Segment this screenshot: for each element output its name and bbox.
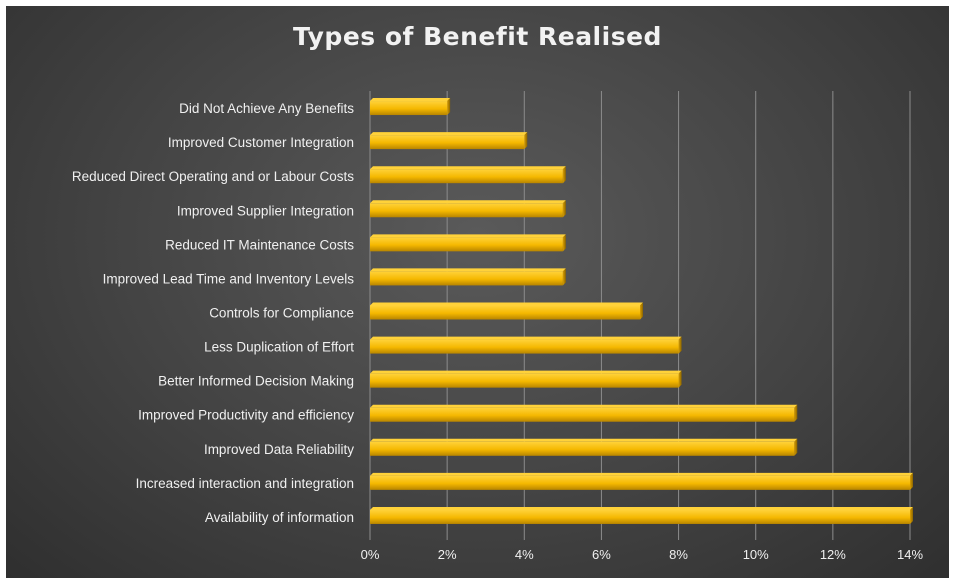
bar-end-face [678,336,682,354]
bar-end-face [562,234,566,252]
bar-front-face [370,373,679,388]
category-label: Availability of information [205,510,354,525]
bar-front-face [370,339,679,354]
bar-top-face [370,98,451,102]
bar-end-face [678,370,682,388]
bar-end-face [794,404,798,422]
bar-end-face [640,302,643,320]
bar-front-face [370,441,795,456]
bar-top-face [370,404,798,408]
category-label: Increased interaction and integration [136,476,354,491]
category-label: Improved Productivity and efficiency [138,408,354,423]
bar-front-face [370,169,563,184]
bar-top-face [370,472,913,476]
bar-end-face [562,200,566,218]
bar-top-face [370,132,528,136]
bar-top-face [370,438,798,442]
x-tick-label: 6% [592,547,611,562]
bar [370,370,682,388]
bar-top-face [370,370,682,374]
bar [370,336,682,354]
bar-chart: Did Not Achieve Any Benefits Improved Cus… [72,91,924,562]
x-tick-label: 4% [515,547,534,562]
bar [370,268,566,286]
category-label: Controls for Compliance [209,306,354,321]
category-label: Improved Customer Integration [168,135,354,150]
bar-end-face [562,268,566,286]
bar-front-face [370,203,563,218]
x-tick-label: 0% [361,547,380,562]
chart-area: Types of Benefit Realised Did Not Achiev… [6,6,949,578]
bar-top-face [370,268,566,272]
category-label: Reduced Direct Operating and or Labour C… [72,169,354,184]
category-labels: Did Not Achieve Any Benefits Improved Cus… [72,101,354,525]
bar-front-face [370,271,563,286]
bar-top-face [370,166,566,170]
bar-front-face [370,475,910,490]
bar-top-face [370,302,643,306]
bar-end-face [910,506,913,524]
category-label: Improved Supplier Integration [177,203,354,218]
bar-front-face [370,101,448,116]
bar-front-face [370,509,910,524]
bar [370,404,798,422]
bar [370,98,451,116]
x-axis-ticks: 0% 2% 4% 6% 8% 10% 12% 14% [361,547,924,562]
bar-front-face [370,407,795,422]
bar [370,132,528,150]
x-tick-label: 12% [820,547,846,562]
bar-front-face [370,135,525,150]
bars [370,98,913,524]
bar [370,234,566,252]
bar-end-face [794,438,798,456]
bar [370,302,643,320]
bar-end-face [447,98,451,116]
category-label: Reduced IT Maintenance Costs [165,237,354,252]
bar-top-face [370,506,913,510]
category-label: Better Informed Decision Making [158,374,354,389]
bar-end-face [562,166,566,184]
x-tick-label: 10% [743,547,769,562]
bar [370,472,913,490]
bar-top-face [370,336,682,340]
bar [370,166,566,184]
category-label: Did Not Achieve Any Benefits [179,101,354,116]
x-tick-label: 8% [669,547,688,562]
bar [370,506,913,524]
bar-top-face [370,234,566,238]
bar-front-face [370,237,563,252]
bar [370,200,566,218]
bar-top-face [370,200,566,204]
bar-end-face [524,132,528,150]
chart-title: Types of Benefit Realised [293,22,662,51]
category-label: Improved Lead Time and Inventory Levels [103,271,355,286]
category-label: Improved Data Reliability [204,442,354,457]
bar-front-face [370,305,640,320]
category-label: Less Duplication of Effort [204,340,354,355]
bar [370,438,798,456]
x-tick-label: 14% [897,547,923,562]
x-tick-label: 2% [438,547,457,562]
bar-end-face [910,472,913,490]
